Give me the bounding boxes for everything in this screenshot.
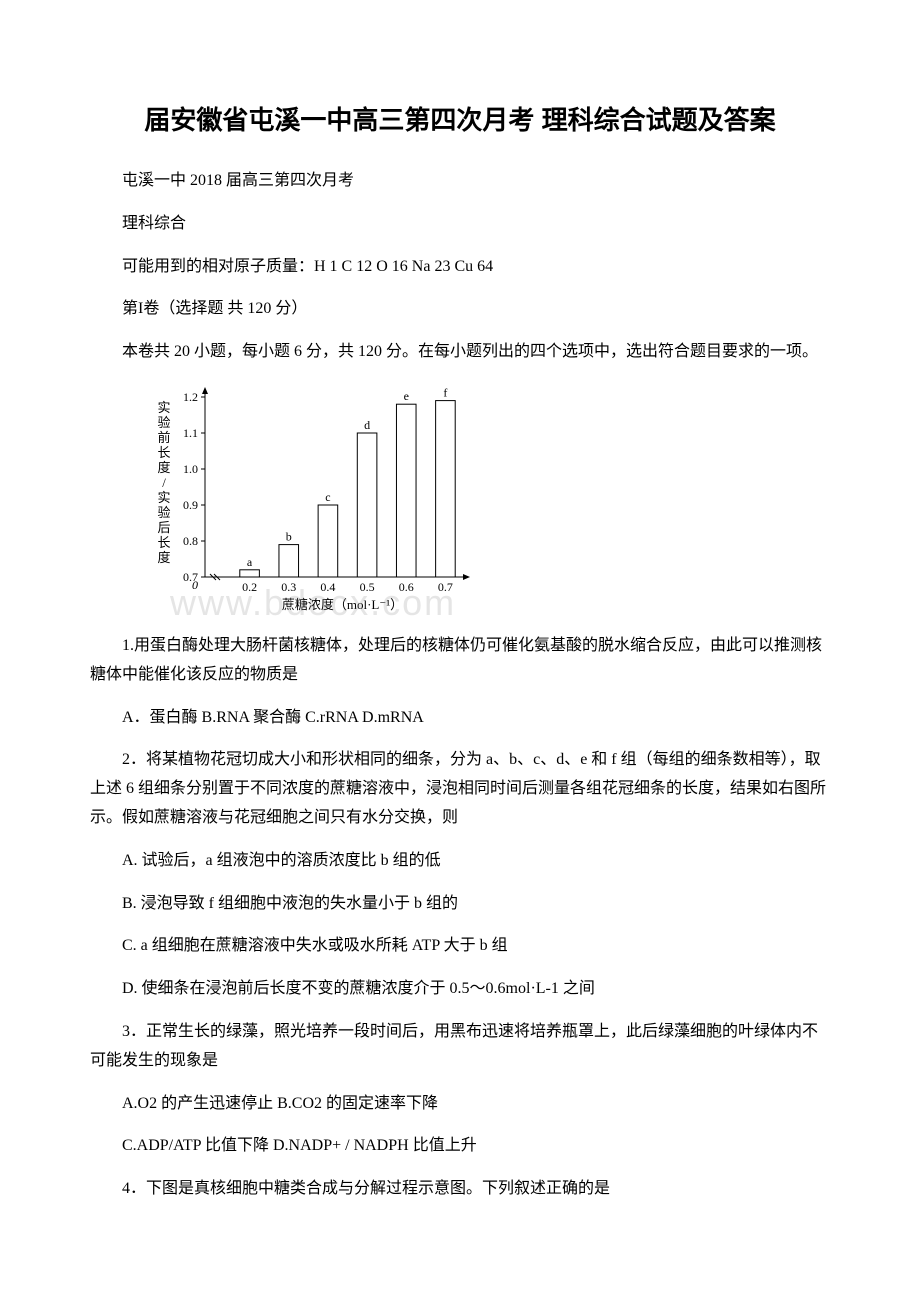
svg-text:蔗糖浓度（mol·L⁻¹）: 蔗糖浓度（mol·L⁻¹） — [282, 597, 403, 612]
question-3-stem: 3．正常生长的绿藻，照光培养一段时间后，用黑布迅速将培养瓶罩上，此后绿藻细胞的叶… — [90, 1018, 830, 1076]
svg-text:0.5: 0.5 — [360, 580, 375, 594]
atomic-mass-line: 可能用到的相对原子质量：H 1 C 12 O 16 Na 23 Cu 64 — [90, 253, 830, 282]
question-2-option-c: C. a 组细胞在蔗糖溶液中失水或吸水所耗 ATP 大于 b 组 — [90, 932, 830, 961]
question-3-options-ab: A.O2 的产生迅速停止 B.CO2 的固定速率下降 — [90, 1090, 830, 1119]
svg-text:d: d — [364, 418, 370, 432]
question-2-stem: 2．将某植物花冠切成大小和形状相同的细条，分为 a、b、c、d、e 和 f 组（… — [90, 746, 830, 832]
svg-text:度: 度 — [157, 460, 170, 475]
svg-text:0.4: 0.4 — [320, 580, 335, 594]
question-4-stem: 4．下图是真核细胞中糖类合成与分解过程示意图。下列叙述正确的是 — [90, 1175, 830, 1204]
question-3-options-cd: C.ADP/ATP 比值下降 D.NADP+ / NADPH 比值上升 — [90, 1132, 830, 1161]
svg-text:/: / — [162, 475, 166, 490]
svg-text:实: 实 — [157, 490, 170, 505]
svg-text:1.2: 1.2 — [183, 390, 198, 404]
subtitle-line-1: 屯溪一中 2018 届高三第四次月考 — [90, 167, 830, 196]
svg-text:0.6: 0.6 — [399, 580, 414, 594]
svg-text:1.0: 1.0 — [183, 462, 198, 476]
svg-text:度: 度 — [157, 550, 170, 565]
svg-text:f: f — [443, 386, 447, 400]
svg-text:验: 验 — [157, 415, 170, 430]
svg-text:a: a — [247, 555, 253, 569]
svg-text:e: e — [404, 389, 409, 403]
subtitle-line-2: 理科综合 — [90, 210, 830, 239]
question-2-option-b: B. 浸泡导致 f 组细胞中液泡的失水量小于 b 组的 — [90, 890, 830, 919]
svg-text:0.3: 0.3 — [281, 580, 296, 594]
svg-text:实: 实 — [157, 400, 170, 415]
svg-text:0.8: 0.8 — [183, 534, 198, 548]
svg-text:0.7: 0.7 — [438, 580, 453, 594]
chart-svg: 0.70.80.91.01.11.20实验前长度/实验后长度a0.2b0.3c0… — [150, 382, 500, 632]
svg-text:0.9: 0.9 — [183, 498, 198, 512]
svg-text:0.2: 0.2 — [242, 580, 257, 594]
bar-chart: 0.70.80.91.01.11.20实验前长度/实验后长度a0.2b0.3c0… — [150, 382, 500, 632]
section-header: 第I卷（选择题 共 120 分） — [90, 295, 830, 324]
document-title: 届安徽省屯溪一中高三第四次月考 理科综合试题及答案 — [90, 100, 830, 137]
question-1-stem: 1.用蛋白酶处理大肠杆菌核糖体，处理后的核糖体仍可催化氨基酸的脱水缩合反应，由此… — [90, 632, 830, 690]
svg-text:长: 长 — [157, 445, 170, 460]
svg-text:1.1: 1.1 — [183, 426, 198, 440]
svg-text:后: 后 — [157, 520, 170, 535]
svg-text:0: 0 — [192, 578, 198, 592]
svg-text:b: b — [286, 530, 292, 544]
instructions: 本卷共 20 小题，每小题 6 分，共 120 分。在每小题列出的四个选项中，选… — [90, 338, 830, 367]
question-2-option-a: A. 试验后，a 组液泡中的溶质浓度比 b 组的低 — [90, 847, 830, 876]
svg-text:c: c — [325, 490, 330, 504]
question-1-options: A．蛋白酶 B.RNA 聚合酶 C.rRNA D.mRNA — [90, 704, 830, 733]
svg-text:长: 长 — [157, 535, 170, 550]
svg-text:前: 前 — [157, 430, 170, 445]
question-2-option-d: D. 使细条在浸泡前后长度不变的蔗糖浓度介于 0.5～0.6mol·L-1 之间 — [90, 975, 830, 1004]
svg-text:验: 验 — [157, 505, 170, 520]
